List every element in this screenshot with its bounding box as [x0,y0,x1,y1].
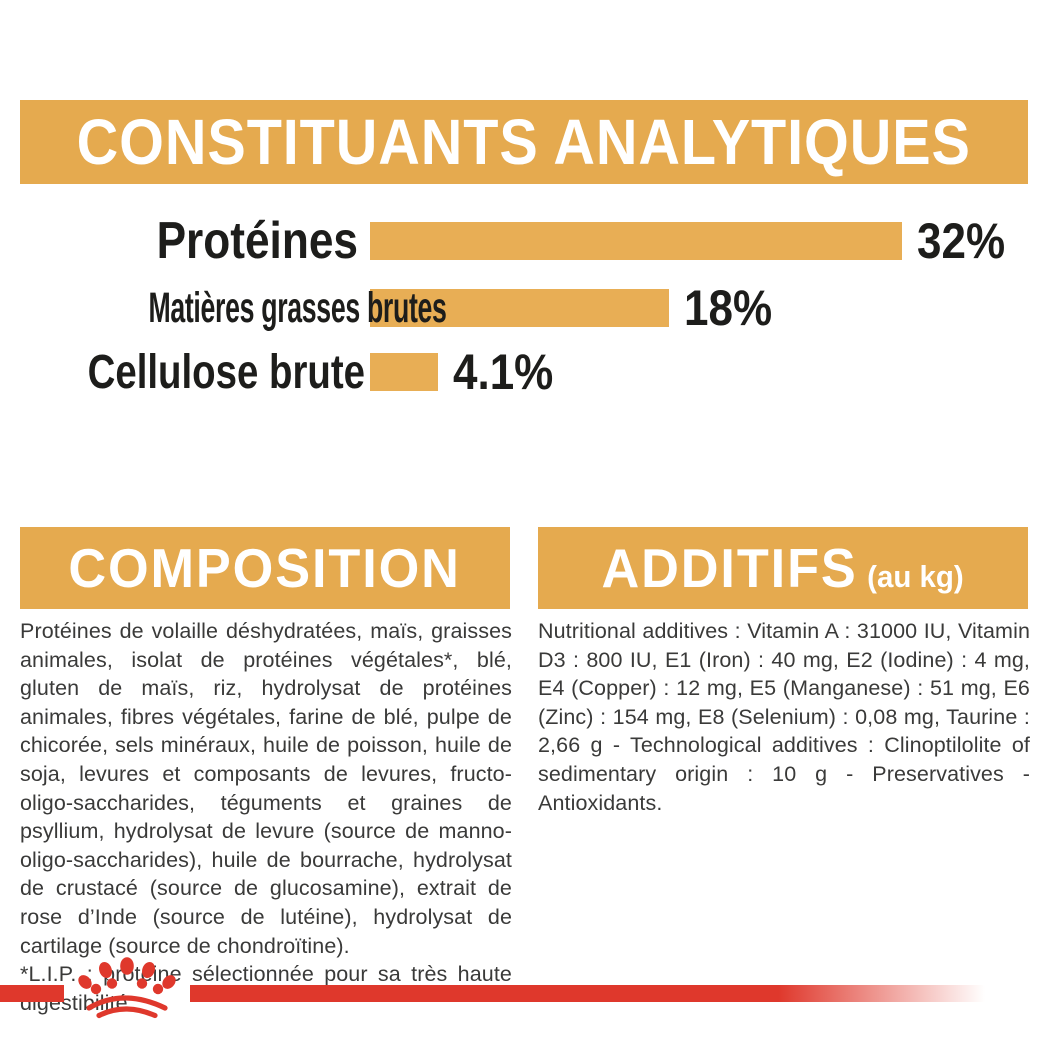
additives-title-suffix: (au kg) [867,559,965,594]
composition-body: Protéines de volaille déshydratées, maïs… [20,619,512,958]
additives-body: Nutritional additives : Vitamin A : 3100… [538,619,1030,815]
bar-proteins [370,222,902,260]
bar-label-crude-fibre: Cellulose brute [87,345,365,399]
bar-crude-fibre [370,353,438,391]
chart-row-crude-fat: Matières grasses brutes 18% [20,273,784,343]
royal-canin-crown-icon [78,957,176,1019]
composition-text-block: Protéines de volaille déshydratées, maïs… [20,617,512,1017]
bar-value-crude-fat: 18% [684,280,773,336]
bar-label-proteins: Protéines [156,212,358,270]
chart-row-proteins: Protéines 32% [20,206,1017,276]
bar-crude-fat [370,289,669,327]
analytical-constituents-title: CONSTITUANTS ANALYTIQUES [76,106,972,178]
footer-red-strip-right [190,985,985,1002]
footer-red-strip-left [0,985,64,1002]
additives-title-group: ADDITIFS (au kg) [602,536,964,600]
additives-title: ADDITIFS [601,537,859,599]
chart-row-crude-fibre: Cellulose brute 4.1% [20,337,567,407]
additives-text-block: Nutritional additives : Vitamin A : 3100… [538,617,1030,817]
bar-value-proteins: 32% [917,213,1006,269]
composition-title: COMPOSITION [68,537,462,599]
additives-header: ADDITIFS (au kg) [538,527,1028,609]
bar-value-crude-fibre: 4.1% [453,344,554,400]
composition-header: COMPOSITION [20,527,510,609]
bar-label-crude-fat: Matières grasses brutes [148,283,447,332]
analytical-constituents-header: CONSTITUANTS ANALYTIQUES [20,100,1028,184]
